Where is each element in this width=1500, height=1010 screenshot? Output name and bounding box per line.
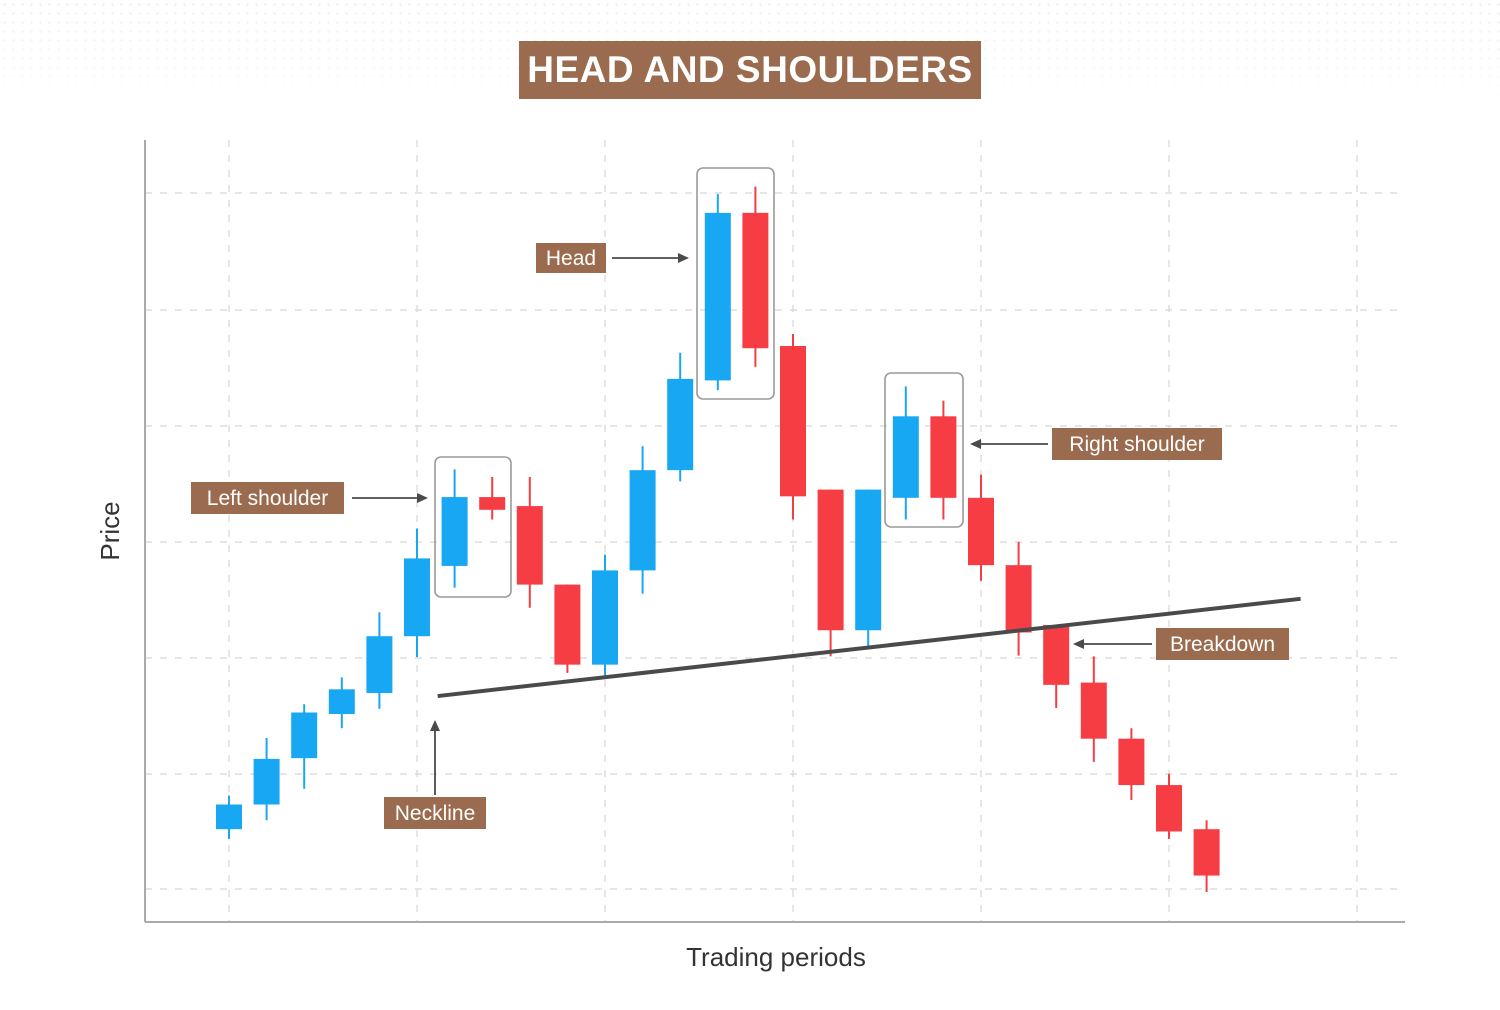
neckline-line — [437, 596, 1301, 699]
candle-6 — [404, 528, 430, 658]
breakdown-label: Breakdown — [1156, 628, 1289, 660]
candle-5 — [366, 612, 393, 709]
candle-body — [855, 489, 882, 631]
candle-body — [780, 345, 806, 497]
candle-21 — [968, 474, 994, 581]
head-label-text: Head — [546, 247, 596, 270]
head-label: Head — [536, 243, 606, 273]
candle-body — [328, 689, 355, 715]
left-shoulder-arrow-icon — [417, 493, 428, 503]
neckline-label: Neckline — [384, 797, 486, 829]
neckline-label-text: Neckline — [395, 802, 476, 825]
x-axis-title: Trading periods — [686, 942, 866, 972]
grid-lines — [145, 140, 1405, 922]
candle-body — [1080, 682, 1107, 739]
candle-1 — [216, 795, 242, 839]
candle-19 — [892, 386, 919, 520]
head-label-bg — [536, 243, 606, 273]
candle-body — [1156, 785, 1182, 832]
neckline-label-bg — [384, 797, 486, 829]
head-box — [696, 167, 775, 400]
candle-body — [216, 804, 242, 830]
candle-7 — [441, 469, 468, 588]
candle-9 — [516, 476, 543, 608]
right-shoulder-label: Right shoulder — [1052, 428, 1222, 460]
left-shoulder-box — [434, 456, 512, 598]
candle-10 — [554, 584, 581, 673]
candle-26 — [1156, 773, 1182, 839]
candle-body — [253, 758, 280, 805]
breakdown-label-bg — [1156, 628, 1289, 660]
candle-24 — [1080, 656, 1107, 762]
candle-3 — [291, 704, 318, 789]
candle-25 — [1118, 728, 1145, 801]
candle-15 — [742, 186, 769, 367]
candle-body — [1118, 738, 1145, 786]
candle-body — [667, 378, 694, 471]
left-shoulder-label: Left shoulder — [191, 482, 344, 514]
right-shoulder-box — [884, 372, 964, 528]
candle-body — [968, 497, 994, 566]
head-arrow-icon — [678, 253, 689, 263]
candle-body — [592, 570, 618, 665]
candle-27 — [1193, 820, 1220, 893]
candle-23 — [1043, 624, 1070, 709]
candle-body — [479, 497, 506, 510]
candle-body — [366, 636, 393, 694]
left-shoulder-label-bg — [191, 482, 344, 514]
candle-18 — [855, 489, 882, 648]
candle-22 — [1005, 541, 1032, 656]
candle-body — [1043, 624, 1070, 685]
y-axis-title: Price — [95, 501, 125, 560]
candle-body — [1005, 565, 1032, 633]
right-shoulder-label-bg — [1052, 428, 1222, 460]
right-shoulder-arrow-icon — [970, 439, 981, 449]
breakdown-label-text: Breakdown — [1170, 633, 1275, 656]
candle-body — [291, 712, 318, 759]
neckline-arrow-icon — [430, 720, 440, 731]
candle-body — [404, 558, 430, 637]
candle-body — [742, 212, 769, 349]
candle-body — [1193, 829, 1220, 876]
candle-2 — [253, 737, 280, 821]
candle-4 — [328, 677, 355, 729]
candle-body — [892, 416, 919, 498]
candles-group — [216, 186, 1220, 893]
candle-14 — [704, 194, 731, 391]
candle-20 — [930, 400, 957, 520]
chart-title: HEAD AND SHOULDERS — [519, 41, 981, 99]
candle-body — [817, 489, 844, 631]
candle-11 — [592, 554, 618, 678]
candle-body — [930, 416, 957, 498]
candle-16 — [780, 334, 806, 520]
candle-body — [554, 584, 581, 665]
candle-body — [704, 212, 731, 381]
left-shoulder-label-text: Left shoulder — [207, 487, 328, 510]
candle-8 — [479, 476, 506, 520]
breakdown-arrow-icon — [1073, 639, 1084, 649]
candle-body — [441, 497, 468, 566]
candle-12 — [629, 446, 656, 594]
candle-13 — [667, 352, 694, 482]
candle-17 — [817, 489, 844, 657]
candle-body — [629, 470, 656, 571]
candle-body — [516, 506, 543, 585]
right-shoulder-label-text: Right shoulder — [1069, 433, 1204, 456]
